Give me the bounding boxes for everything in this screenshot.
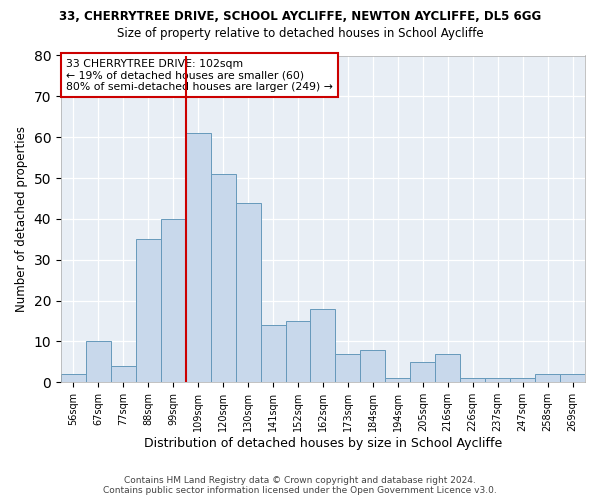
Bar bbox=[185, 133, 211, 382]
Bar bbox=[111, 366, 136, 382]
Bar bbox=[361, 350, 385, 382]
Bar bbox=[510, 378, 535, 382]
Bar bbox=[485, 378, 510, 382]
Bar bbox=[61, 374, 86, 382]
Text: 33, CHERRYTREE DRIVE, SCHOOL AYCLIFFE, NEWTON AYCLIFFE, DL5 6GG: 33, CHERRYTREE DRIVE, SCHOOL AYCLIFFE, N… bbox=[59, 10, 541, 23]
Bar bbox=[286, 321, 310, 382]
Bar bbox=[335, 354, 361, 382]
Bar bbox=[136, 240, 161, 382]
X-axis label: Distribution of detached houses by size in School Aycliffe: Distribution of detached houses by size … bbox=[144, 437, 502, 450]
Bar bbox=[211, 174, 236, 382]
Bar bbox=[460, 378, 485, 382]
Bar bbox=[161, 219, 185, 382]
Bar bbox=[260, 325, 286, 382]
Text: Contains HM Land Registry data © Crown copyright and database right 2024.
Contai: Contains HM Land Registry data © Crown c… bbox=[103, 476, 497, 495]
Bar bbox=[435, 354, 460, 382]
Bar bbox=[236, 202, 260, 382]
Bar bbox=[560, 374, 585, 382]
Bar bbox=[410, 362, 435, 382]
Y-axis label: Number of detached properties: Number of detached properties bbox=[15, 126, 28, 312]
Text: Size of property relative to detached houses in School Aycliffe: Size of property relative to detached ho… bbox=[116, 28, 484, 40]
Bar bbox=[385, 378, 410, 382]
Bar bbox=[310, 309, 335, 382]
Text: 33 CHERRYTREE DRIVE: 102sqm
← 19% of detached houses are smaller (60)
80% of sem: 33 CHERRYTREE DRIVE: 102sqm ← 19% of det… bbox=[66, 59, 333, 92]
Bar bbox=[86, 342, 111, 382]
Bar bbox=[535, 374, 560, 382]
